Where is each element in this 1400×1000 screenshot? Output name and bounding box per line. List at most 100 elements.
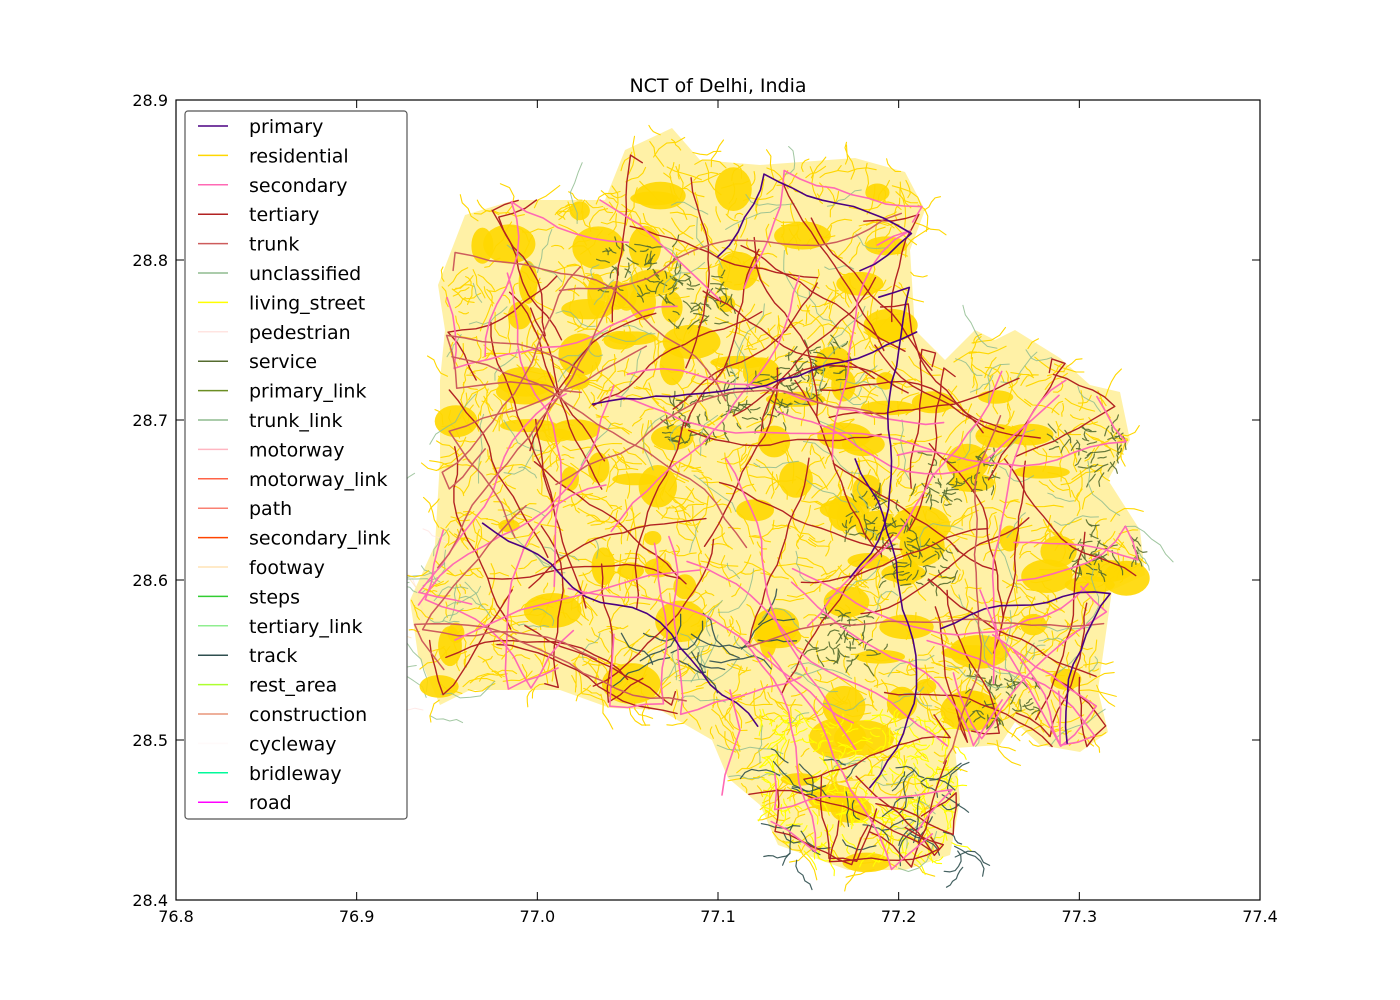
- road-segment-service: [1084, 563, 1098, 571]
- road-segment-service: [704, 411, 708, 421]
- road-tertiary: [428, 589, 513, 696]
- road-segment-service: [864, 518, 876, 525]
- road-segment-residential: [663, 260, 678, 267]
- residential-cluster: [975, 424, 1020, 448]
- road-segment-unclassified: [503, 431, 535, 475]
- road-segment-unclassified: [822, 698, 867, 712]
- road-segment-service: [715, 287, 729, 291]
- road-segment-residential: [588, 662, 600, 679]
- road-segment-service: [915, 581, 924, 586]
- road-segment-track: [709, 655, 772, 670]
- road-segment-residential: [848, 242, 861, 264]
- residential-cluster: [673, 574, 697, 600]
- road-segment-track: [642, 632, 678, 642]
- road-segment-service: [666, 297, 676, 307]
- road-segment-service: [1021, 681, 1028, 688]
- road-segment-residential: [1088, 435, 1124, 455]
- road-segment-residential: [588, 208, 609, 233]
- road-segment-service: [976, 710, 986, 720]
- road-trunk: [436, 279, 619, 569]
- road-segment-service: [935, 583, 941, 597]
- road-segment-service: [940, 489, 946, 504]
- road-segment-residential: [504, 481, 516, 490]
- residential-cluster: [865, 183, 890, 202]
- residential-cluster: [736, 499, 774, 522]
- road-trunk: [558, 212, 903, 292]
- road-segment-residential: [837, 470, 844, 501]
- road-segment-living-street: [926, 715, 945, 733]
- road-segment-residential: [734, 212, 744, 219]
- road-segment-residential: [509, 614, 519, 632]
- road-tertiary: [703, 367, 779, 547]
- road-segment-residential: [844, 869, 857, 892]
- road-segment-residential: [567, 321, 604, 335]
- road-segment-residential: [891, 360, 916, 382]
- road-segment-residential: [913, 863, 936, 877]
- road-segment-residential: [666, 718, 688, 726]
- road-segment-residential: [892, 438, 913, 445]
- road-segment-residential: [1061, 402, 1065, 417]
- road-segment-service: [1070, 441, 1079, 451]
- road-segment-service: [614, 236, 621, 250]
- road-segment-residential: [410, 599, 434, 620]
- road-primary: [481, 522, 759, 727]
- road-segment-living-street: [890, 834, 894, 846]
- road-segment-living-street: [805, 720, 827, 731]
- road-segment-service: [733, 401, 740, 416]
- road-segment-residential: [867, 751, 898, 776]
- road-segment-residential: [797, 556, 828, 576]
- road-segment-unclassified: [518, 466, 537, 479]
- road-segment-residential: [614, 640, 639, 667]
- road-segment-residential: [455, 315, 461, 330]
- road-segment-service: [688, 278, 692, 286]
- road-segment-residential: [782, 839, 795, 843]
- road-segment-residential: [737, 448, 742, 470]
- road-segment-service: [1077, 538, 1082, 546]
- road-trunk: [421, 504, 598, 660]
- road-segment-living-street: [842, 797, 851, 812]
- road-segment-service: [645, 284, 656, 293]
- road-segment-living-street: [863, 789, 868, 801]
- road-segment-residential: [581, 583, 588, 620]
- legend-label: footway: [249, 557, 325, 579]
- road-segment-residential: [865, 374, 872, 389]
- x-tick-label: 77.4: [1242, 907, 1278, 926]
- road-segment-residential: [458, 311, 470, 315]
- road-segment-residential: [971, 326, 1007, 344]
- road-segment-living-street: [812, 739, 824, 753]
- road-segment-residential: [693, 286, 702, 304]
- road-segment-residential: [945, 417, 971, 443]
- road-segment-service: [844, 529, 848, 543]
- road-segment-unclassified: [671, 650, 678, 681]
- road-segment-residential: [838, 227, 862, 257]
- road-segment-residential: [816, 670, 822, 681]
- road-segment-residential: [704, 589, 715, 597]
- road-segment-track: [895, 765, 925, 779]
- road-segment-service: [736, 422, 742, 430]
- x-tick-label: 76.8: [158, 907, 194, 926]
- road-segment-service: [637, 292, 644, 303]
- road-segment-service: [1093, 449, 1111, 454]
- road-segment-living-street: [888, 733, 909, 748]
- road-tertiary: [855, 775, 944, 857]
- road-secondary: [506, 272, 563, 588]
- road-segment-track: [610, 657, 671, 689]
- road-segment-residential: [914, 222, 947, 236]
- road-segment-living-street: [764, 771, 780, 787]
- road-segment-unclassified: [468, 306, 508, 325]
- road-segment-unclassified: [906, 820, 925, 849]
- road-secondary: [417, 384, 615, 606]
- road-secondary: [686, 560, 949, 747]
- road-segment-residential: [983, 627, 1019, 642]
- road-segment-residential: [933, 751, 947, 757]
- road-segment-residential: [628, 602, 651, 606]
- road-segment-service: [927, 463, 935, 466]
- road-segment-residential: [609, 504, 622, 510]
- road-segment-service: [726, 381, 733, 391]
- road-segment-residential: [571, 674, 577, 688]
- road-segment-service: [906, 573, 913, 581]
- road-segment-residential: [739, 569, 761, 575]
- road-segment-residential: [679, 187, 705, 198]
- road-segment-unclassified: [593, 538, 599, 559]
- road-segment-unclassified: [736, 303, 765, 365]
